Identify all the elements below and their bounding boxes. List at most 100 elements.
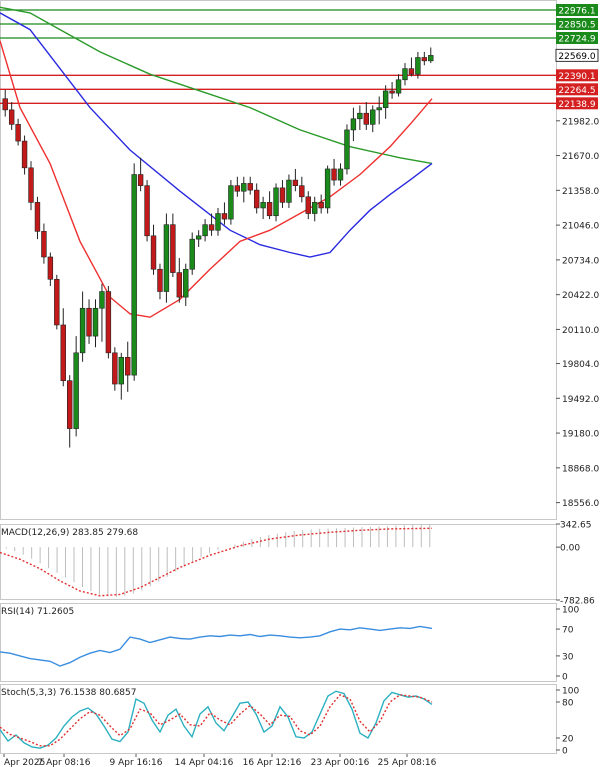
candle-body	[176, 272, 183, 298]
candle-body	[221, 213, 228, 220]
main-y-tick-label: 19180.0	[562, 430, 599, 440]
main-y-tick-label: 18556.0	[562, 499, 599, 509]
candle-body	[421, 57, 428, 62]
candle-body	[79, 307, 86, 354]
candle-body	[428, 55, 434, 62]
candle-body	[253, 189, 260, 209]
x-tick-label: 9 Apr 16:16	[110, 758, 163, 767]
macd-label: MACD(12,26,9) 283.85 279.68	[1, 528, 138, 538]
main-y-tick-label: 21982.0	[562, 117, 599, 127]
candle-body	[350, 118, 357, 131]
candle-body	[157, 268, 163, 292]
candle-body	[376, 107, 382, 111]
candle-body	[92, 307, 99, 337]
candle-body	[34, 202, 41, 232]
candle-body	[215, 213, 221, 231]
candle-body	[60, 324, 66, 381]
candle-body	[15, 124, 21, 142]
rsi-y-tick-label: 70	[562, 626, 574, 636]
candle-body	[99, 291, 105, 309]
candle-body	[150, 235, 157, 270]
x-tick-label: 7 Apr 08:16	[38, 758, 91, 767]
candle-body	[47, 256, 54, 280]
current-price-tag	[555, 48, 599, 62]
candle-body	[292, 179, 299, 186]
candle-body	[260, 202, 266, 209]
x-tick-label: 25 Apr 08:16	[378, 758, 437, 767]
macd-frame	[0, 524, 557, 600]
candle-body	[144, 185, 150, 237]
stoch-y-tick-label: 0	[562, 747, 568, 757]
stoch-y-tick-label: 100	[562, 687, 579, 697]
main-y-tick-label: 21670.0	[562, 152, 599, 162]
candle-body	[125, 356, 131, 376]
current-price-label: 22569.0	[558, 52, 595, 62]
candle-body	[324, 168, 331, 209]
rsi-y-tick-label: 30	[562, 652, 574, 662]
candle-body	[195, 235, 202, 240]
rsi-frame	[0, 603, 557, 682]
candle-body	[415, 57, 421, 75]
candle-body	[67, 380, 73, 429]
candle-body	[118, 356, 124, 385]
stoch-d-line	[0, 693, 433, 747]
price-level-tag	[556, 69, 598, 82]
main-y-tick-label: 20734.0	[562, 256, 599, 266]
candle-body	[305, 196, 311, 214]
rsi-panel: 100 70 30 0 RSI(14) 71.2605	[0, 603, 579, 683]
candle-body	[318, 202, 324, 209]
candle-body	[41, 231, 47, 258]
candle-body	[86, 307, 92, 337]
candle-body	[54, 278, 60, 326]
main-y-tick-label: 19804.0	[562, 360, 599, 370]
candle-body	[105, 291, 112, 354]
main-y-tick-label: 20422.0	[562, 291, 599, 301]
candle-body	[234, 185, 241, 192]
price-level-tag	[556, 4, 598, 17]
candle-body	[241, 183, 247, 192]
candle-body	[408, 68, 415, 75]
candle-body	[395, 79, 402, 94]
macd-y-tick-label: -782.86	[560, 597, 595, 607]
main-frame	[0, 0, 557, 520]
rsi-y-tick-label: 0	[562, 673, 568, 683]
candle-body	[208, 224, 215, 231]
x-tick-label: Apr 2025	[4, 758, 45, 767]
main-y-tick-label: 19492.0	[562, 395, 599, 405]
candle-body	[163, 224, 170, 292]
candle-body	[266, 202, 273, 217]
stoch-y-tick-label: 80	[562, 699, 574, 709]
macd-y-tick-label: 0.00	[560, 544, 580, 554]
candle-body	[73, 352, 79, 429]
macd-signal-line	[0, 527, 433, 597]
candle-body	[137, 174, 144, 186]
price-level-label: 22976.1	[558, 7, 595, 17]
candle-body	[273, 187, 279, 217]
x-tick-label: 16 Apr 12:16	[243, 758, 302, 767]
candle-body	[228, 185, 234, 220]
price-level-tag	[556, 32, 598, 45]
stoch-label: Stoch(5,3,3) 76.1538 80.6857	[1, 688, 136, 698]
candle-body	[279, 187, 286, 203]
x-tick-label: 14 Apr 04:16	[175, 758, 234, 767]
ma-mid-line	[0, 12, 433, 258]
stoch-frame	[0, 684, 557, 754]
candle-body	[21, 140, 28, 169]
candle-body	[402, 68, 408, 81]
stoch-k-line	[0, 690, 433, 749]
price-level-label: 22138.9	[558, 100, 595, 110]
candle-body	[370, 109, 376, 125]
candle-body	[312, 202, 318, 214]
stoch-panel: 100 80 20 0 Stoch(5,3,3) 76.1538 80.6857	[0, 684, 579, 757]
candle-body	[382, 90, 389, 108]
price-level-label: 22724.9	[558, 35, 595, 45]
candle-body	[202, 224, 208, 237]
candle-body	[331, 168, 337, 181]
ma-fast-line	[0, 40, 433, 318]
main-price-panel: 21982.0 21670.0 21358.0 21046.0 20734.0 20422…	[0, 0, 599, 520]
main-y-tick-label: 20110.0	[562, 326, 599, 336]
candle-body	[286, 179, 292, 203]
candle-body	[2, 98, 8, 111]
candle-body	[8, 109, 15, 125]
